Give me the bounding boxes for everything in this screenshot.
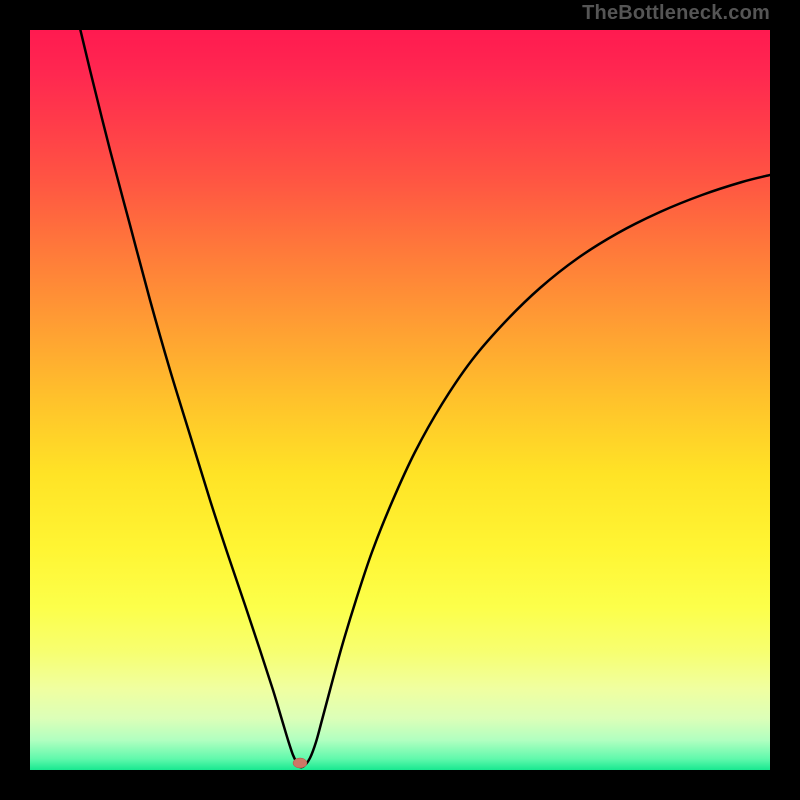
- minimum-marker: [293, 758, 307, 768]
- chart-frame: TheBottleneck.com: [0, 0, 800, 800]
- curve-layer: [30, 30, 770, 770]
- plot-area: [30, 30, 770, 770]
- watermark-text: TheBottleneck.com: [582, 2, 770, 25]
- bottleneck-curve: [78, 30, 770, 767]
